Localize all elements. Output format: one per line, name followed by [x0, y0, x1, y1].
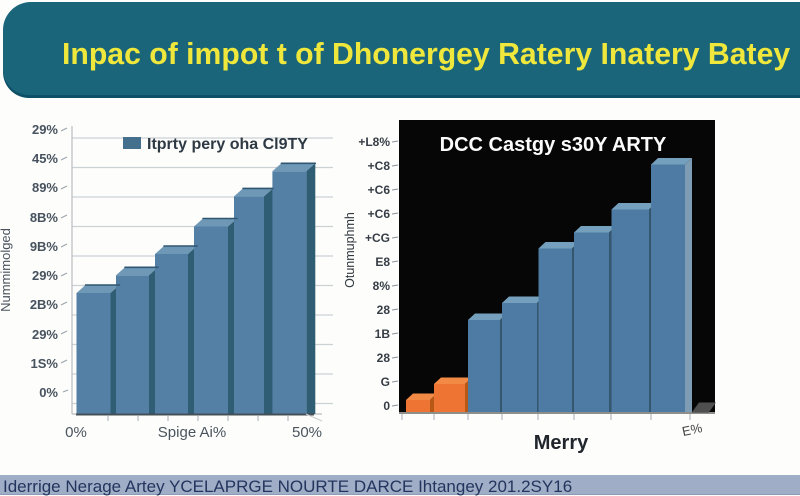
svg-text:8%: 8% [373, 279, 391, 293]
svg-text:+L8%: +L8% [358, 135, 390, 149]
svg-text:E8: E8 [375, 255, 390, 269]
svg-text:E%: E% [681, 420, 704, 439]
svg-text:28: 28 [377, 303, 391, 317]
svg-text:+CG: +CG [365, 231, 390, 245]
svg-text:Otunmuphmh: Otunmuphmh [343, 212, 357, 288]
svg-text:0%: 0% [39, 385, 58, 400]
svg-text:29%: 29% [32, 327, 58, 342]
svg-text:89%: 89% [32, 180, 58, 195]
svg-text:Merry: Merry [534, 432, 589, 454]
svg-text:1B: 1B [375, 327, 391, 341]
svg-text:2B%: 2B% [30, 297, 59, 312]
svg-text:50%: 50% [292, 424, 322, 441]
svg-text:9B%: 9B% [30, 239, 59, 254]
svg-text:29%: 29% [32, 268, 58, 283]
svg-text:28: 28 [377, 351, 391, 365]
svg-text:45%: 45% [32, 151, 58, 166]
svg-text:0: 0 [383, 399, 390, 413]
svg-text:G: G [381, 375, 390, 389]
svg-text:0%: 0% [65, 424, 87, 441]
svg-text:8B%: 8B% [30, 210, 59, 225]
svg-text:+C6: +C6 [368, 183, 391, 197]
svg-text:Nummimolged: Nummimolged [0, 228, 13, 312]
svg-text:1S%: 1S% [31, 356, 59, 371]
svg-text:+C8: +C8 [368, 159, 391, 173]
svg-text:Itprty pery oha Cl9TY: Itprty pery oha Cl9TY [147, 136, 308, 153]
svg-text:29%: 29% [32, 122, 58, 137]
svg-text:DCC Castgy s30Y ARTY: DCC Castgy s30Y ARTY [440, 134, 667, 156]
svg-text:Spige Ai%: Spige Ai% [158, 424, 226, 441]
svg-text:+C6: +C6 [368, 207, 391, 221]
